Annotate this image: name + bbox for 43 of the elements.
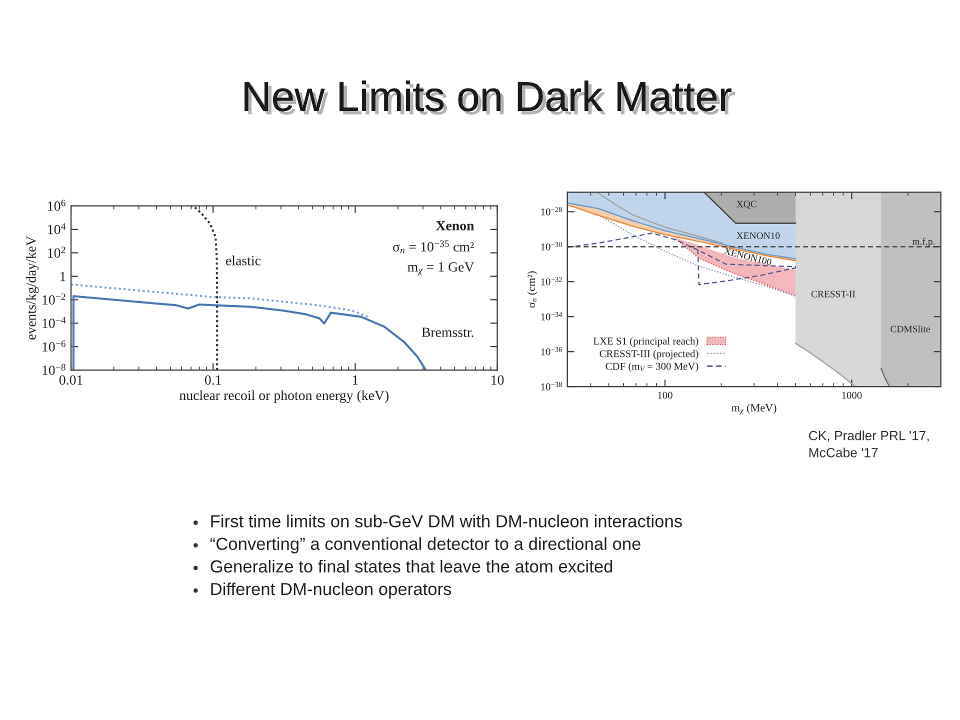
- annotation: XENON10: [736, 232, 780, 239]
- y-axis-title: σ$_{n}$ (cm²): [527, 271, 538, 308]
- text: First time limits on sub-GeV DM with DM-nucleon interactions: [211, 514, 682, 528]
- text: CK, Pradler PRL '17, McCabe '17: [808, 430, 929, 458]
- legend-label: LXE S1 (principal reach): [593, 337, 698, 347]
- y-tick-label: 10$^{6}$: [48, 200, 66, 211]
- y-tick-label: 10$^{−32}$: [541, 277, 562, 286]
- y-tick-label: 1: [60, 272, 66, 282]
- annotation: Bremsstr.: [422, 328, 474, 338]
- y-tick-label: 10$^{4}$: [48, 223, 66, 234]
- y-tick-label: 10$^{2}$: [48, 246, 66, 258]
- y-tick-label: 10$^{−36}$: [541, 347, 562, 356]
- y-tick-label: 10$^{−2}$: [42, 294, 66, 305]
- y-tick-label: 10$^{−4}$: [42, 317, 66, 328]
- annotation: σ$_{n}$ = 10$^{−35}$ cm²: [392, 240, 474, 254]
- text: New Limits on Dark Matter: [244, 80, 735, 115]
- y-tick-label: 10$^{−8}$: [42, 364, 66, 375]
- ref-line-label: m.f.p.: [912, 238, 935, 247]
- annotation: CDMSlite: [890, 325, 930, 332]
- text: “Converting” a conventional detector to a directional one: [210, 537, 640, 554]
- legend-label: CDF (m$_{V}$ = 300 MeV): [606, 362, 698, 372]
- x-tick-label: 10: [492, 375, 504, 385]
- x-tick-label: 1: [352, 375, 358, 385]
- legend-label: CRESST-III (projected): [600, 350, 698, 360]
- y-tick-label: 10$^{−28}$: [541, 207, 562, 216]
- y-tick-label: 10$^{−34}$: [541, 312, 562, 320]
- y-tick-label: 10$^{−38}$: [541, 382, 562, 390]
- x-tick-label: 0.1: [204, 375, 221, 385]
- x-tick-label: 0.01: [59, 375, 82, 385]
- y-tick-label: 10$^{−6}$: [42, 340, 66, 352]
- x-tick-label: 100: [658, 392, 672, 399]
- x-tick-label: 1000: [842, 392, 862, 399]
- text: Different DM-nucleon operators: [211, 582, 452, 599]
- annotation: m$_{χ}$ = 1 GeV: [408, 262, 474, 276]
- annotation: CRESST-II: [811, 290, 856, 298]
- annotation: elastic: [226, 256, 261, 266]
- annotation: XQC: [736, 200, 756, 209]
- annotation: Xenon: [436, 221, 474, 230]
- y-tick-label: 10$^{−30}$: [541, 242, 562, 250]
- x-axis-title: nuclear recoil or photon energy (keV): [180, 390, 389, 403]
- x-axis-title: m$_{χ}$ (MeV): [732, 404, 776, 415]
- text: Generalize to final states that leave the atom excited: [210, 560, 612, 573]
- y-axis-title: events/kg/day/keV: [26, 236, 39, 340]
